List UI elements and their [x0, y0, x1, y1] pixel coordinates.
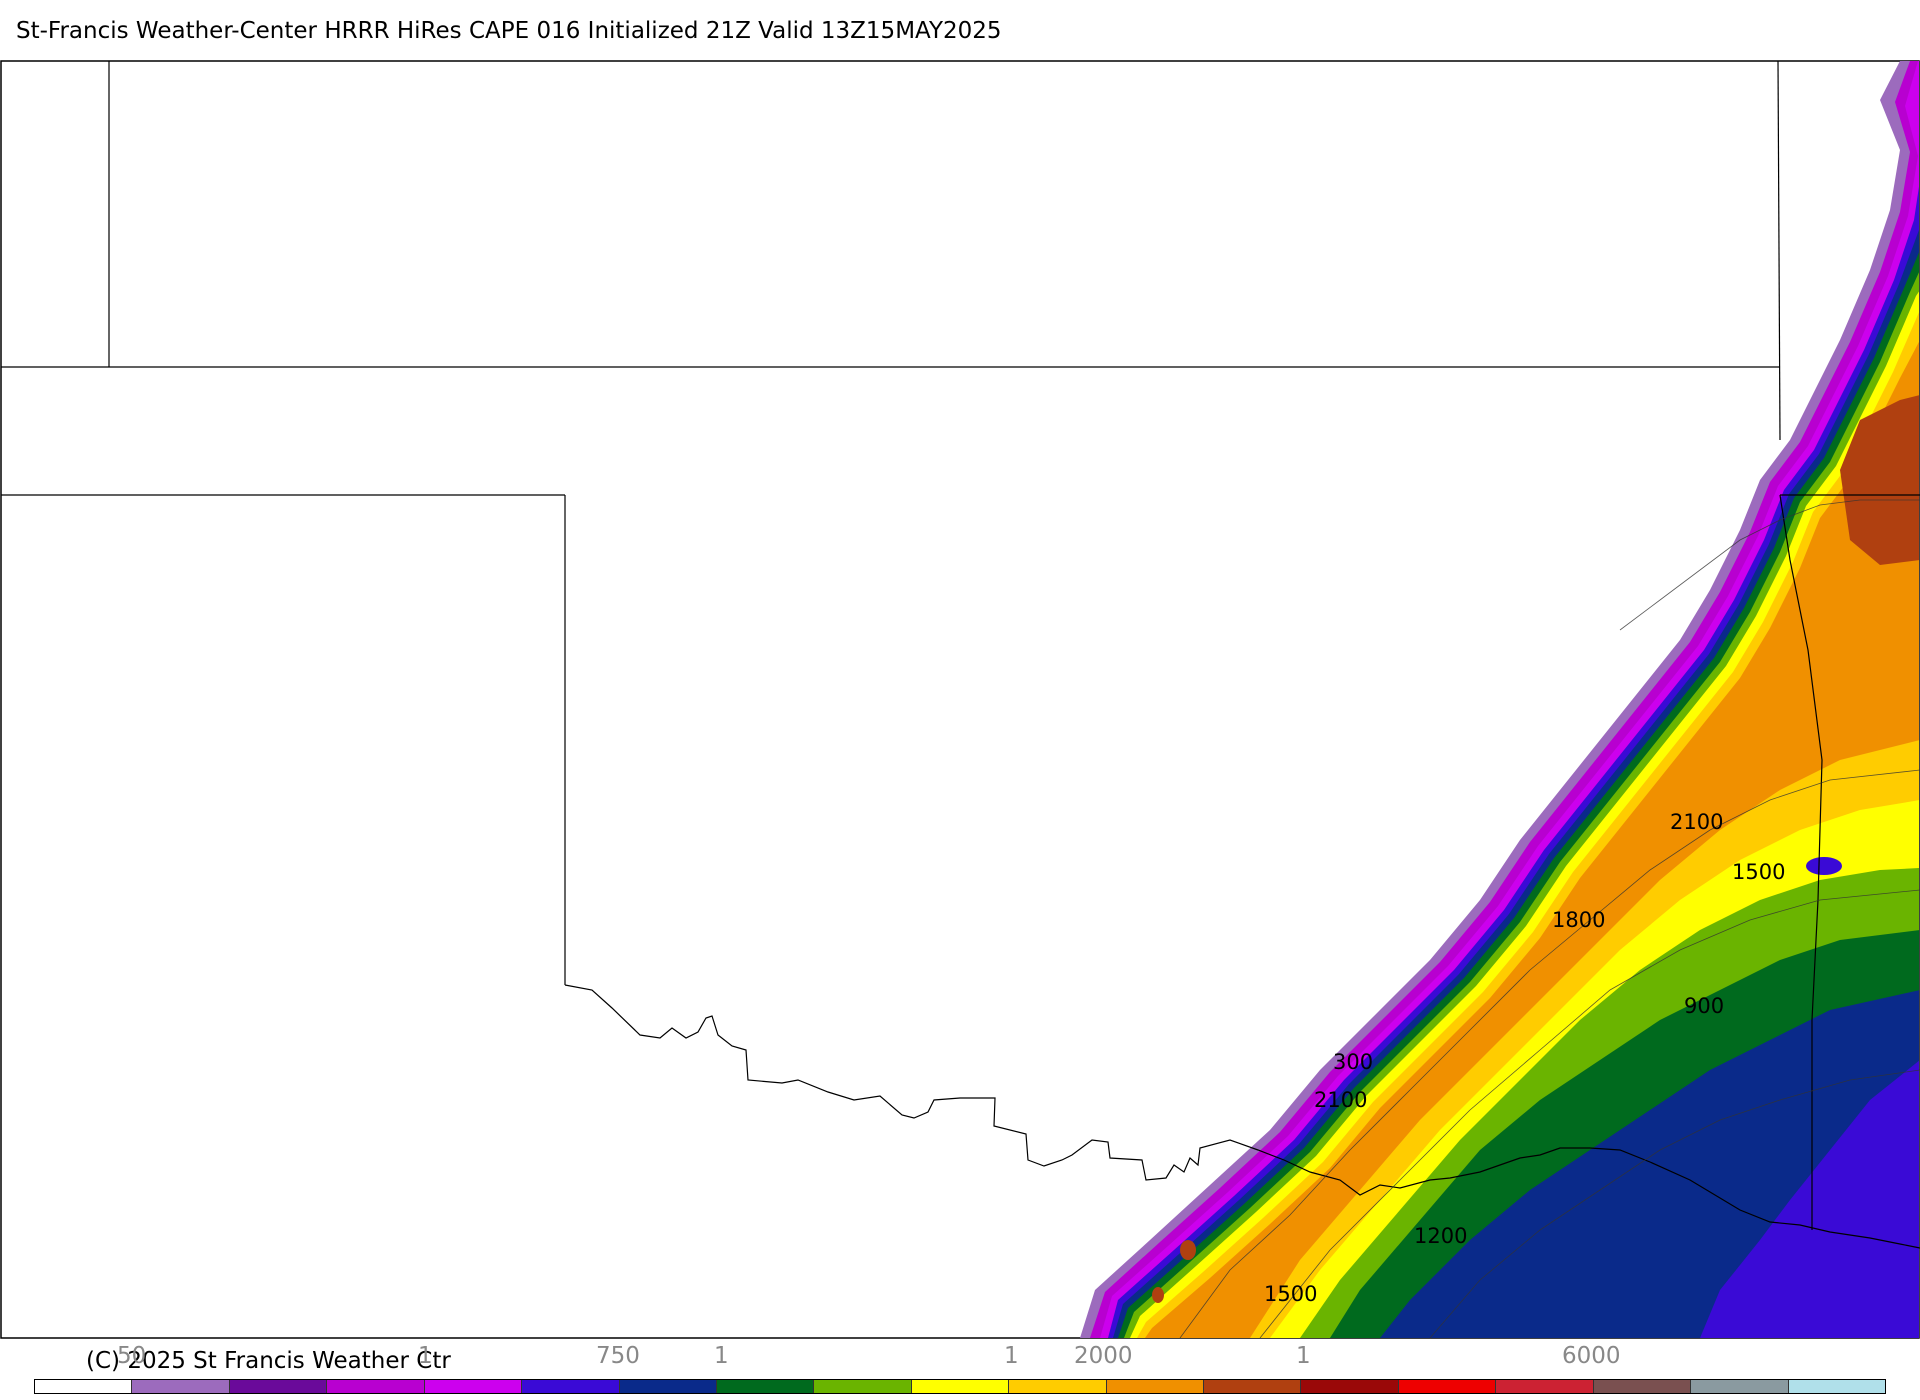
legend-tick: 750	[596, 1343, 640, 1369]
map-title: St-Francis Weather-Center HRRR HiRes CAP…	[16, 18, 1002, 44]
legend-tick: 1	[418, 1343, 433, 1369]
colorbar-swatch	[716, 1380, 815, 1393]
cape-colorbar	[34, 1379, 1886, 1394]
colorbar-swatch	[424, 1380, 523, 1393]
colorbar-swatch	[1496, 1380, 1594, 1393]
colorbar-swatch	[814, 1380, 912, 1393]
colorbar-swatch	[522, 1380, 620, 1393]
contour-label: 1500	[1732, 860, 1786, 884]
colorbar-swatch	[1106, 1380, 1205, 1393]
colorbar-swatch	[1593, 1380, 1692, 1393]
colorbar-swatch	[1009, 1380, 1107, 1393]
contour-label: 300	[1333, 1050, 1374, 1074]
contour-label: 1800	[1552, 908, 1606, 932]
colorbar-swatch	[327, 1380, 425, 1393]
colorbar-swatch	[1788, 1380, 1886, 1393]
cape-shading	[1080, 61, 1919, 1338]
colorbar-swatch	[1204, 1380, 1302, 1393]
legend-tick: 1	[714, 1343, 729, 1369]
contour-label: 2100	[1670, 810, 1724, 834]
band-blue-east	[1700, 1060, 1919, 1338]
contour-label: 1500	[1264, 1282, 1318, 1306]
high-cape-pocket-2	[1152, 1287, 1164, 1303]
state-borders	[1, 60, 1920, 1249]
colorbar-swatch	[132, 1380, 230, 1393]
contour-lines	[1179, 499, 1920, 1339]
copyright-text: (C) 2025 St Francis Weather Ctr	[86, 1348, 451, 1374]
legend-tick: 1	[1296, 1343, 1311, 1369]
contour-label: 2100	[1314, 1088, 1368, 1112]
contour-label: 900	[1684, 994, 1725, 1018]
colorbar-swatch	[619, 1380, 717, 1393]
colorbar-swatch	[1691, 1380, 1789, 1393]
legend-tick: 2000	[1074, 1343, 1133, 1369]
colorbar-swatch	[911, 1380, 1010, 1393]
colorbar-swatch	[1301, 1380, 1399, 1393]
colorbar-swatch	[35, 1380, 133, 1393]
legend-tick: 50	[117, 1343, 147, 1369]
colorbar-swatch	[1398, 1380, 1497, 1393]
colorbar-swatch	[229, 1380, 328, 1393]
contour-label: 1200	[1414, 1224, 1468, 1248]
legend-tick: 1	[1004, 1343, 1019, 1369]
high-cape-brown	[1840, 395, 1919, 565]
legend-tick: 6000	[1562, 1343, 1621, 1369]
high-cape-pocket	[1180, 1240, 1196, 1260]
low-cape-pocket	[1806, 857, 1842, 875]
